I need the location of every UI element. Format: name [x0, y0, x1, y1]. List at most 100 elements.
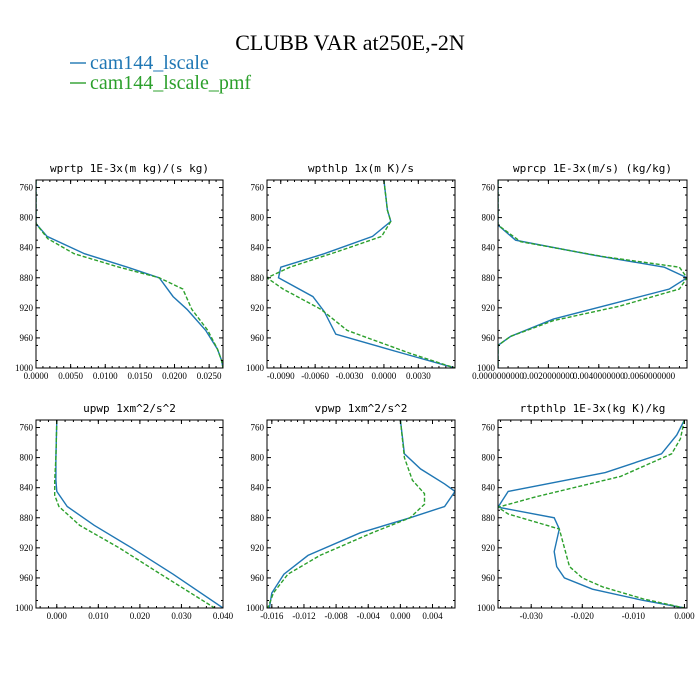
plot-frame [266, 419, 456, 609]
series-line-0 [268, 420, 455, 608]
y-tick-label: 880 [251, 513, 265, 523]
y-tick-label: 840 [20, 243, 34, 253]
y-tick-label: 960 [20, 333, 34, 343]
x-tick-label: -0.004 [357, 611, 381, 621]
series-line-1 [498, 180, 687, 368]
panel-4: vpwp 1xm^2/s^27608008408809209601000-0.0… [246, 402, 456, 621]
x-tick-label: -0.030 [520, 611, 544, 621]
y-tick-label: 960 [482, 573, 496, 583]
y-tick-label: 880 [482, 513, 496, 523]
panel-2: wprcp 1E-3x(m/s) (kg/kg) 760 800 840 880 920 9… [472, 162, 688, 381]
y-tick-label: 760 [482, 423, 496, 433]
panels: wprtp 1E-3x(m kg)/(s kg) 760 800 840 880 920 9… [15, 162, 695, 621]
x-tick-label: 0.0000 [24, 371, 49, 381]
y-tick-label: 800 [482, 453, 496, 463]
panel-3: upwp 1xm^2/s^2 760 800 840 880 920 960 1000 0.00… [15, 402, 234, 621]
y-tick-label: 800 [482, 213, 496, 223]
series-line-1 [267, 180, 455, 368]
x-tick-label: -0.0030 [336, 371, 364, 381]
x-tick-label: 0.0050 [58, 371, 83, 381]
y-tick-label: 800 [251, 213, 265, 223]
y-tick-label: 920 [20, 543, 34, 553]
y-tick-label: 880 [20, 273, 34, 283]
plot-frame [266, 179, 456, 369]
y-tick-label: 1000 [246, 603, 265, 613]
x-tick-label: -0.010 [622, 611, 646, 621]
y-tick-label: 920 [251, 543, 265, 553]
x-tick-label: -0.0090 [267, 371, 295, 381]
panel-5: rtpthlp 1E-3x(kg K)/kg 760 800 840 880 920 960… [477, 402, 695, 621]
y-tick-label: 960 [251, 573, 265, 583]
x-tick-label: 0.000 [390, 611, 411, 621]
x-tick-label: 0.004 [422, 611, 443, 621]
x-tick-label: 0.0000 [372, 371, 397, 381]
series-line-0 [55, 420, 223, 608]
x-tick-label: -0.012 [292, 611, 315, 621]
panel-title: vpwp 1xm^2/s^2 [315, 402, 408, 415]
y-tick-label: 960 [20, 573, 34, 583]
panel-title: rtpthlp 1E-3x(kg K)/kg [520, 402, 666, 415]
y-tick-label: 960 [251, 333, 265, 343]
series-line-1 [498, 420, 686, 608]
series-line-0 [36, 180, 223, 368]
y-tick-label: 840 [20, 483, 34, 493]
y-tick-label: 960 [482, 333, 496, 343]
y-tick-label: 840 [251, 243, 265, 253]
panel-title: wprtp 1E-3x(m kg)/(s kg) [50, 162, 209, 175]
x-tick-label: 0.0040000000 [573, 371, 625, 381]
x-tick-label: 0.030 [171, 611, 192, 621]
plot-frame [497, 419, 688, 609]
x-tick-label: 0.0200 [162, 371, 187, 381]
y-tick-label: 1000 [15, 363, 34, 373]
panel-1: wpthlp 1x(m K)/s7608008408809209601000-0… [246, 162, 456, 381]
y-tick-label: 1000 [246, 363, 265, 373]
plot-frame [35, 419, 224, 609]
x-tick-label: 0.0150 [128, 371, 153, 381]
series-line-0 [498, 180, 687, 368]
y-tick-label: 1000 [15, 603, 34, 613]
panel-title: wprcp 1E-3x(m/s) (kg/kg) [513, 162, 672, 175]
x-tick-label: 0.000 [47, 611, 68, 621]
y-tick-label: 1000 [477, 603, 496, 613]
y-tick-label: 920 [482, 543, 496, 553]
x-tick-label: 0.0020000000 [523, 371, 575, 381]
panel-title: wpthlp 1x(m K)/s [308, 162, 414, 175]
y-tick-label: 880 [251, 273, 265, 283]
x-tick-label: 0.0000000000 [472, 371, 524, 381]
figure-title: CLUBB VAR at250E,-2N [235, 30, 465, 55]
y-tick-label: 800 [20, 453, 34, 463]
series-line-1 [267, 420, 426, 608]
y-tick-label: 840 [482, 243, 496, 253]
series-line-0 [277, 180, 455, 368]
y-tick-label: 760 [20, 423, 34, 433]
x-tick-label: 0.0030 [406, 371, 431, 381]
x-tick-label: 0.0100 [93, 371, 118, 381]
y-tick-label: 800 [20, 213, 34, 223]
y-tick-label: 760 [20, 183, 34, 193]
y-tick-label: 880 [482, 273, 496, 283]
y-tick-label: 1000 [477, 363, 496, 373]
panel-0: wprtp 1E-3x(m kg)/(s kg) 760 800 840 880 920 9… [15, 162, 224, 381]
y-tick-label: 840 [482, 483, 496, 493]
panel-title: upwp 1xm^2/s^2 [83, 402, 176, 415]
y-tick-label: 840 [251, 483, 265, 493]
legend: cam144_lscale cam144_lscale_pmf [70, 52, 251, 94]
y-tick-label: 920 [251, 303, 265, 313]
x-tick-label: 0.000 [674, 611, 695, 621]
plot-frame [35, 179, 224, 369]
x-tick-label: 0.020 [130, 611, 151, 621]
y-tick-label: 800 [251, 453, 265, 463]
x-tick-label: 0.0060000000 [623, 371, 675, 381]
y-tick-label: 920 [482, 303, 496, 313]
y-tick-label: 760 [482, 183, 496, 193]
series-line-1 [54, 420, 216, 608]
series-line-0 [498, 420, 686, 608]
plot-frame [497, 179, 688, 369]
x-tick-label: -0.020 [571, 611, 595, 621]
y-tick-label: 920 [20, 303, 34, 313]
y-tick-label: 760 [251, 183, 265, 193]
legend-label-1: cam144_lscale_pmf [90, 72, 251, 94]
legend-label-0: cam144_lscale [90, 52, 209, 74]
x-tick-label: 0.0250 [197, 371, 222, 381]
